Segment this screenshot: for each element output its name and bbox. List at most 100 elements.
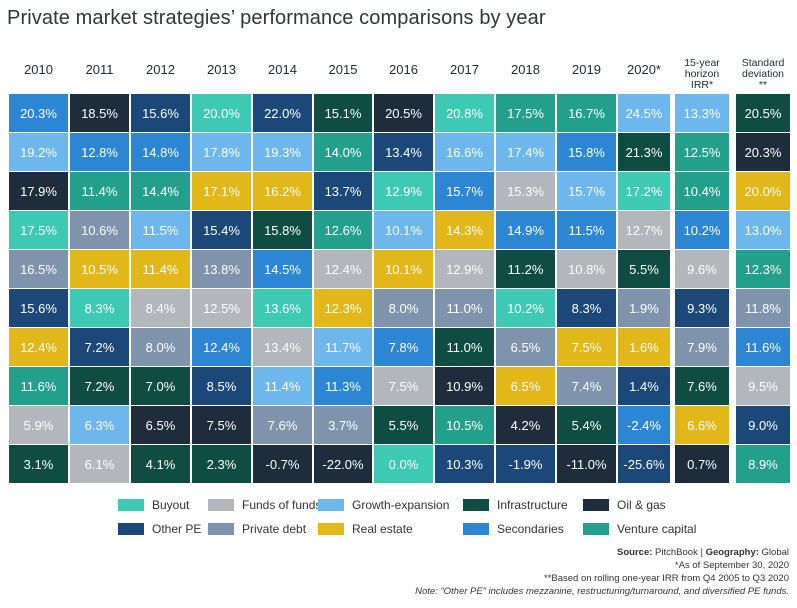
value-cell: 10.2%: [496, 289, 555, 327]
value-cell: 12.7%: [618, 211, 670, 249]
value-cell: 12.6%: [314, 211, 372, 249]
value-cell: 10.2%: [675, 211, 729, 249]
value-cell: 8.4%: [131, 289, 190, 327]
value-cell: 9.6%: [675, 250, 729, 288]
legend-label: Buyout: [152, 498, 190, 512]
value-cell: 17.5%: [496, 94, 555, 132]
legend-label: Oil & gas: [617, 498, 666, 512]
column-header-line: 2014: [268, 62, 297, 77]
value-cell: 5.9%: [9, 406, 68, 444]
column-header-line: 2015: [328, 62, 358, 77]
value-cell: 15.1%: [314, 94, 372, 132]
value-cell: 17.5%: [9, 211, 68, 249]
other-pe-note: Note: “Other PE” includes mezzanine, res…: [415, 586, 789, 597]
legend-item: Oil & gas: [583, 498, 666, 512]
value-cell: 16.2%: [253, 172, 312, 210]
value-cell: 10.5%: [435, 406, 494, 444]
value-cell: 11.0%: [435, 289, 494, 327]
value-cell: 6.1%: [70, 445, 129, 483]
chart-title: Private market strategies’ performance c…: [7, 7, 546, 29]
column-header-line: 2016: [389, 62, 418, 77]
legend-label: Real estate: [352, 522, 413, 536]
value-cell: 7.9%: [675, 328, 729, 366]
legend-item: Private debt: [208, 522, 306, 536]
value-cell: 3.7%: [314, 406, 372, 444]
legend-swatch: [583, 499, 609, 511]
column-header-line: 2010: [24, 62, 53, 77]
value-cell: 6.3%: [70, 406, 129, 444]
value-cell: -22.0%: [314, 445, 372, 483]
value-cell: 11.6%: [9, 367, 68, 405]
legend-label: Other PE: [152, 522, 202, 536]
legend-item: Secondaries: [463, 522, 564, 536]
value-cell: 7.8%: [374, 328, 433, 366]
value-cell: 24.5%: [618, 94, 670, 132]
geography-value: Global: [761, 547, 789, 558]
value-cell: 4.2%: [496, 406, 555, 444]
value-cell: 12.3%: [736, 250, 790, 288]
value-cell: 6.6%: [675, 406, 729, 444]
value-cell: 10.4%: [675, 172, 729, 210]
value-cell: 12.8%: [70, 133, 129, 171]
column-header: 2014: [253, 62, 312, 77]
value-cell: 13.6%: [253, 289, 312, 327]
value-cell: 20.5%: [374, 94, 433, 132]
source-value: PitchBook: [655, 547, 698, 558]
value-cell: 6.5%: [496, 328, 555, 366]
value-cell: 14.9%: [496, 211, 555, 249]
column-header: 2010: [9, 62, 68, 77]
value-cell: 15.3%: [496, 172, 555, 210]
value-cell: 20.3%: [736, 133, 790, 171]
value-cell: 12.4%: [9, 328, 68, 366]
legend-item: Venture capital: [583, 522, 696, 536]
value-cell: 15.7%: [435, 172, 494, 210]
value-cell: 13.3%: [675, 94, 729, 132]
value-cell: 13.0%: [736, 211, 790, 249]
legend-label: Private debt: [242, 522, 307, 536]
column-header-line: 2013: [207, 62, 236, 77]
value-cell: -1.9%: [496, 445, 555, 483]
value-cell: 10.1%: [374, 250, 433, 288]
column-header: 2016: [374, 62, 433, 77]
value-cell: 7.6%: [253, 406, 312, 444]
column-separator: [671, 94, 674, 484]
value-cell: 20.8%: [435, 94, 494, 132]
value-cell: 9.5%: [736, 367, 790, 405]
value-cell: 13.8%: [192, 250, 251, 288]
column-header: Standard deviation **: [736, 58, 790, 91]
value-cell: 19.3%: [253, 133, 312, 171]
value-cell: 7.5%: [557, 328, 616, 366]
value-cell: 7.2%: [70, 328, 129, 366]
geography-label: Geography:: [705, 547, 759, 558]
legend-label: Funds of funds: [242, 498, 322, 512]
legend-swatch: [463, 499, 489, 511]
value-cell: 7.6%: [675, 367, 729, 405]
legend-swatch: [208, 523, 234, 535]
value-cell: 10.1%: [374, 211, 433, 249]
value-cell: 17.2%: [618, 172, 670, 210]
value-cell: 15.7%: [557, 172, 616, 210]
value-cell: 9.3%: [675, 289, 729, 327]
column-header: 2020*: [618, 62, 670, 77]
value-cell: 9.0%: [736, 406, 790, 444]
value-cell: 11.6%: [736, 328, 790, 366]
value-cell: 12.4%: [314, 250, 372, 288]
column-header-line: 2018: [511, 62, 540, 77]
column-header: 2019: [557, 62, 616, 77]
legend-swatch: [208, 499, 234, 511]
legend-label: Venture capital: [617, 522, 697, 536]
value-cell: 11.4%: [131, 250, 190, 288]
value-cell: 10.9%: [435, 367, 494, 405]
legend-label: Growth-expansion: [352, 498, 450, 512]
legend-swatch: [318, 499, 344, 511]
value-cell: 16.7%: [557, 94, 616, 132]
legend-label: Infrastructure: [497, 498, 568, 512]
value-cell: -11.0%: [557, 445, 616, 483]
column-header: 2017: [435, 62, 494, 77]
value-cell: 17.8%: [192, 133, 251, 171]
value-cell: 2.3%: [192, 445, 251, 483]
legend-swatch: [118, 499, 144, 511]
value-cell: 8.0%: [374, 289, 433, 327]
source-line: Source: PitchBook | Geography: Global: [415, 546, 789, 559]
value-cell: -0.7%: [253, 445, 312, 483]
